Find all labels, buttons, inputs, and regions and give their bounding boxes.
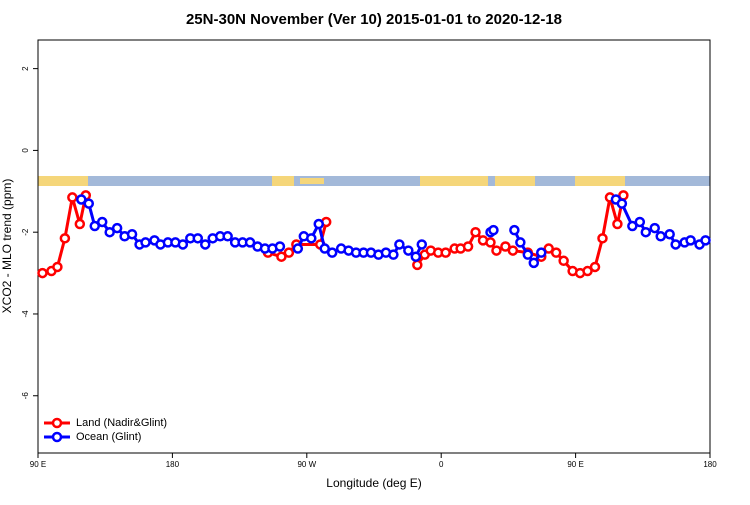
data-point [543, 243, 554, 254]
data-point [388, 249, 399, 260]
legend-marker [51, 417, 63, 429]
data-point [440, 247, 451, 258]
data-point [470, 226, 481, 238]
y-tick-label: -4 [21, 310, 30, 318]
data-point [500, 241, 511, 252]
data-point [612, 218, 623, 230]
data-point [664, 228, 675, 240]
data-point [700, 235, 711, 246]
data-point [74, 218, 86, 230]
data-point [536, 247, 547, 258]
x-tick-label: 90 E [30, 460, 46, 469]
x-tick-label: 90 W [297, 460, 316, 469]
legend-marker [51, 431, 63, 443]
data-point [177, 239, 189, 250]
data-point [655, 231, 666, 242]
data-point [634, 216, 646, 228]
data-point [244, 237, 256, 248]
data-point [507, 245, 519, 256]
data-point [597, 233, 608, 244]
data-point [558, 255, 569, 267]
data-point [627, 220, 638, 232]
data-point [67, 192, 78, 203]
data-point [222, 231, 233, 242]
x-tick-label: 90 E [567, 460, 583, 469]
data-point [292, 243, 304, 254]
data-point [83, 198, 95, 209]
land-mask-strip [38, 176, 710, 186]
data-point [488, 224, 499, 236]
data-point [589, 261, 601, 273]
data-point [59, 233, 71, 244]
data-point [192, 233, 204, 244]
data-point [283, 247, 295, 258]
y-axis-label: XCO2 - MLO trend (ppm) [0, 179, 14, 314]
legend-label: Ocean (Glint) [76, 431, 141, 443]
data-point [410, 251, 422, 262]
data-point [462, 241, 474, 252]
data-point [306, 233, 317, 244]
data-point [126, 228, 138, 240]
chart-title: 25N-30N November (Ver 10) 2015-01-01 to … [186, 11, 562, 28]
data-point [509, 224, 520, 236]
data-point [111, 222, 123, 234]
data-point [491, 245, 502, 256]
y-tick-label: 2 [21, 66, 30, 71]
x-axis-label: Longitude (deg E) [326, 476, 421, 490]
legend-label: Land (Nadir&Glint) [76, 417, 167, 429]
data-point [670, 239, 681, 250]
data-point [76, 194, 87, 205]
x-tick-label: 0 [439, 460, 444, 469]
data-point [485, 237, 496, 248]
data-point [515, 237, 526, 248]
data-point [582, 265, 593, 277]
data-point [649, 222, 660, 234]
x-tick-label: 180 [703, 460, 717, 469]
data-point [52, 261, 63, 273]
x-tick-label: 180 [166, 460, 180, 469]
data-point [200, 239, 211, 250]
data-point [140, 237, 151, 248]
y-tick-label: 0 [21, 148, 30, 153]
plot-frame [37, 39, 711, 454]
data-point [412, 259, 423, 271]
data-point [640, 226, 652, 238]
data-point [276, 251, 287, 262]
data-point [416, 239, 428, 250]
data-point [326, 247, 338, 258]
y-tick-label: -6 [21, 392, 30, 400]
data-point [528, 257, 540, 269]
data-point [37, 267, 48, 279]
data-point [104, 226, 115, 238]
data-point [403, 245, 414, 256]
data-point [313, 218, 324, 230]
y-tick-label: -2 [21, 228, 30, 236]
data-point [319, 243, 330, 254]
data-point [89, 220, 100, 232]
data-point [394, 239, 405, 250]
data-point [616, 198, 628, 209]
data-point [550, 247, 562, 258]
data-point [685, 235, 696, 246]
data-point [522, 249, 534, 260]
data-point [96, 216, 108, 228]
data-point [274, 241, 286, 252]
